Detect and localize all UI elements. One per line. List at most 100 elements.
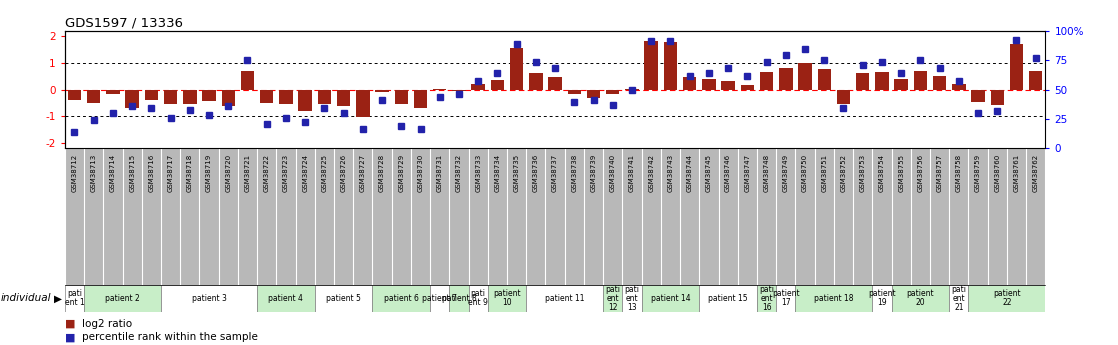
Text: GSM38738: GSM38738 xyxy=(571,154,577,192)
Bar xyxy=(221,90,235,106)
Bar xyxy=(202,90,216,101)
Text: GSM38748: GSM38748 xyxy=(764,154,769,192)
Bar xyxy=(529,73,542,90)
Bar xyxy=(491,80,504,90)
Bar xyxy=(144,90,158,100)
Text: GSM38726: GSM38726 xyxy=(341,154,347,192)
Text: patient 3: patient 3 xyxy=(191,294,227,303)
Text: patient
19: patient 19 xyxy=(868,289,896,307)
Bar xyxy=(644,41,657,90)
Bar xyxy=(68,90,82,100)
Bar xyxy=(795,285,872,312)
Bar xyxy=(337,90,350,106)
Text: pati
ent
13: pati ent 13 xyxy=(625,285,639,312)
Bar xyxy=(587,90,600,98)
Bar xyxy=(872,285,891,312)
Bar xyxy=(65,285,84,312)
Bar xyxy=(798,62,812,90)
Bar xyxy=(280,90,293,104)
Text: patient
22: patient 22 xyxy=(993,289,1021,307)
Text: GSM38753: GSM38753 xyxy=(860,154,865,192)
Bar xyxy=(315,285,372,312)
Text: GSM38749: GSM38749 xyxy=(783,154,789,192)
Text: patient
20: patient 20 xyxy=(907,289,935,307)
Text: GSM38727: GSM38727 xyxy=(360,154,366,192)
Text: GSM38757: GSM38757 xyxy=(937,154,942,192)
Bar xyxy=(395,90,408,104)
Text: patient 5: patient 5 xyxy=(326,294,361,303)
Text: GSM38733: GSM38733 xyxy=(475,154,481,192)
Bar xyxy=(527,285,603,312)
Bar xyxy=(164,90,178,104)
Bar xyxy=(683,77,697,90)
Bar xyxy=(968,285,1045,312)
Bar xyxy=(376,90,389,92)
Text: GSM38761: GSM38761 xyxy=(1014,154,1020,192)
Text: GSM38731: GSM38731 xyxy=(437,154,443,192)
Bar xyxy=(161,285,257,312)
Text: patient 18: patient 18 xyxy=(814,294,854,303)
Bar xyxy=(472,84,485,90)
Text: GSM38722: GSM38722 xyxy=(264,154,269,192)
Bar xyxy=(433,89,446,90)
Bar xyxy=(664,42,678,90)
Text: GSM38730: GSM38730 xyxy=(417,154,424,192)
Text: GSM38712: GSM38712 xyxy=(72,154,77,192)
Text: GSM38755: GSM38755 xyxy=(898,154,904,192)
Text: GSM38741: GSM38741 xyxy=(629,154,635,192)
Text: GSM38744: GSM38744 xyxy=(686,154,693,192)
Text: patient 15: patient 15 xyxy=(709,294,748,303)
Bar xyxy=(836,90,850,104)
Bar xyxy=(606,90,619,95)
Text: GSM38750: GSM38750 xyxy=(802,154,808,192)
Bar xyxy=(299,90,312,111)
Bar xyxy=(642,285,699,312)
Text: ▶: ▶ xyxy=(54,294,61,303)
Bar xyxy=(991,90,1004,105)
Bar xyxy=(603,285,623,312)
Bar xyxy=(468,285,487,312)
Text: GSM38743: GSM38743 xyxy=(667,154,673,192)
Text: GSM38721: GSM38721 xyxy=(245,154,250,192)
Text: GSM38719: GSM38719 xyxy=(206,154,212,192)
Text: individual: individual xyxy=(1,294,51,303)
Bar xyxy=(357,90,370,117)
Bar xyxy=(875,71,889,90)
Text: GSM38742: GSM38742 xyxy=(648,154,654,192)
Text: pati
ent
16: pati ent 16 xyxy=(759,285,774,312)
Text: GSM38736: GSM38736 xyxy=(533,154,539,192)
Text: patient 14: patient 14 xyxy=(651,294,690,303)
Text: pati
ent 9: pati ent 9 xyxy=(468,289,489,307)
Bar xyxy=(776,285,795,312)
Text: GSM38737: GSM38737 xyxy=(552,154,558,192)
Bar xyxy=(817,69,831,90)
Text: ■: ■ xyxy=(65,319,75,328)
Bar xyxy=(913,70,927,90)
Bar xyxy=(84,285,161,312)
Text: patient 6: patient 6 xyxy=(383,294,419,303)
Text: patient 4: patient 4 xyxy=(268,294,303,303)
Text: patient 11: patient 11 xyxy=(544,294,585,303)
Text: GSM38723: GSM38723 xyxy=(283,154,288,192)
Bar xyxy=(260,90,274,103)
Bar xyxy=(625,89,638,90)
Text: patient 7: patient 7 xyxy=(423,294,457,303)
Bar xyxy=(1010,44,1023,90)
Text: GSM38745: GSM38745 xyxy=(705,154,712,192)
Text: GSM38725: GSM38725 xyxy=(321,154,328,192)
Bar xyxy=(414,90,427,108)
Text: pati
ent
21: pati ent 21 xyxy=(951,285,966,312)
Text: patient
10: patient 10 xyxy=(493,289,521,307)
Text: GSM38716: GSM38716 xyxy=(149,154,154,192)
Bar xyxy=(891,285,949,312)
Text: GSM38740: GSM38740 xyxy=(609,154,616,192)
Text: GSM38718: GSM38718 xyxy=(187,154,192,192)
Text: GSM38715: GSM38715 xyxy=(130,154,135,192)
Bar xyxy=(699,285,757,312)
Text: GSM38758: GSM38758 xyxy=(956,154,961,192)
Bar xyxy=(568,90,581,95)
Bar xyxy=(1029,70,1042,90)
Bar xyxy=(760,71,774,90)
Bar xyxy=(87,90,101,103)
Text: patient 2: patient 2 xyxy=(105,294,140,303)
